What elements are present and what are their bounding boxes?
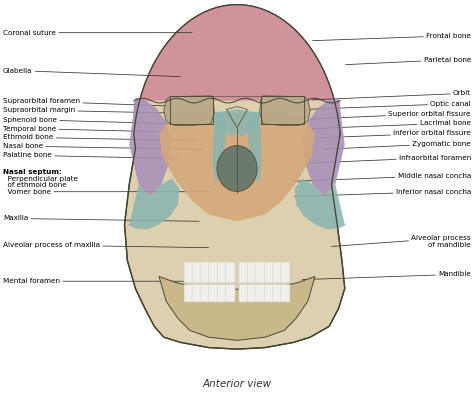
Text: Zygomatic bone: Zygomatic bone — [322, 141, 471, 149]
FancyBboxPatch shape — [256, 262, 265, 283]
Text: Glabella: Glabella — [3, 68, 180, 77]
FancyBboxPatch shape — [239, 284, 248, 302]
Polygon shape — [212, 113, 227, 184]
FancyBboxPatch shape — [281, 262, 290, 283]
Text: Orbit: Orbit — [313, 90, 471, 100]
Text: Lacrimal bone: Lacrimal bone — [312, 120, 471, 129]
Polygon shape — [295, 178, 346, 229]
FancyBboxPatch shape — [184, 262, 193, 283]
FancyBboxPatch shape — [200, 262, 210, 283]
FancyBboxPatch shape — [209, 262, 218, 283]
FancyBboxPatch shape — [200, 284, 210, 302]
Text: Supraorbital foramen: Supraorbital foramen — [3, 98, 185, 107]
FancyBboxPatch shape — [264, 262, 274, 283]
FancyBboxPatch shape — [273, 262, 282, 283]
Text: Nasal septum:: Nasal septum: — [3, 169, 62, 175]
FancyBboxPatch shape — [217, 284, 227, 302]
FancyBboxPatch shape — [184, 284, 193, 302]
Text: Superior orbital fissure: Superior orbital fissure — [310, 111, 471, 119]
FancyBboxPatch shape — [273, 284, 282, 302]
FancyBboxPatch shape — [247, 262, 257, 283]
Ellipse shape — [217, 146, 257, 192]
Text: Coronal suture: Coronal suture — [3, 30, 192, 36]
Text: Optic canal: Optic canal — [306, 101, 471, 109]
Text: of mandible: of mandible — [428, 242, 471, 248]
Text: Palatine bone: Palatine bone — [3, 152, 180, 158]
FancyBboxPatch shape — [192, 262, 201, 283]
Polygon shape — [159, 276, 315, 340]
Text: Alveolar process of maxilla: Alveolar process of maxilla — [3, 242, 209, 248]
Polygon shape — [129, 97, 171, 196]
Polygon shape — [164, 96, 214, 126]
Text: Mandible: Mandible — [302, 271, 471, 279]
Text: Alveolar process: Alveolar process — [331, 235, 471, 247]
Text: Supraorbital margin: Supraorbital margin — [3, 107, 189, 113]
Polygon shape — [214, 109, 260, 137]
Text: Nasal bone: Nasal bone — [3, 143, 201, 149]
FancyBboxPatch shape — [256, 284, 265, 302]
Polygon shape — [128, 178, 179, 229]
Text: Perpendicular plate: Perpendicular plate — [3, 176, 78, 182]
FancyBboxPatch shape — [209, 284, 218, 302]
Text: Anterior view: Anterior view — [202, 379, 272, 389]
FancyBboxPatch shape — [192, 284, 201, 302]
Polygon shape — [260, 96, 310, 126]
Text: Maxilla: Maxilla — [3, 215, 199, 221]
Text: Mental foramen: Mental foramen — [3, 278, 193, 284]
Polygon shape — [125, 5, 345, 349]
Text: Temporal bone: Temporal bone — [3, 126, 161, 132]
Polygon shape — [303, 97, 345, 196]
Text: Inferior nasal concha: Inferior nasal concha — [295, 189, 471, 196]
Text: Middle nasal concha: Middle nasal concha — [294, 173, 471, 181]
Text: Parietal bone: Parietal bone — [346, 57, 471, 65]
Text: Inferior orbital fissure: Inferior orbital fissure — [310, 130, 471, 138]
Polygon shape — [134, 5, 340, 134]
FancyBboxPatch shape — [264, 284, 274, 302]
Text: Frontal bone: Frontal bone — [313, 33, 471, 41]
Text: Infraorbital foramen: Infraorbital foramen — [312, 155, 471, 163]
FancyBboxPatch shape — [281, 284, 290, 302]
Text: of ethmoid bone: of ethmoid bone — [3, 182, 67, 188]
Text: Vomer bone: Vomer bone — [3, 189, 211, 195]
Polygon shape — [247, 113, 262, 184]
Polygon shape — [159, 113, 315, 221]
FancyBboxPatch shape — [247, 284, 257, 302]
Text: Ethmoid bone: Ethmoid bone — [3, 134, 194, 141]
Text: Sphenoid bone: Sphenoid bone — [3, 117, 178, 124]
FancyBboxPatch shape — [239, 262, 248, 283]
FancyBboxPatch shape — [226, 284, 235, 302]
FancyBboxPatch shape — [217, 262, 227, 283]
FancyBboxPatch shape — [226, 262, 235, 283]
